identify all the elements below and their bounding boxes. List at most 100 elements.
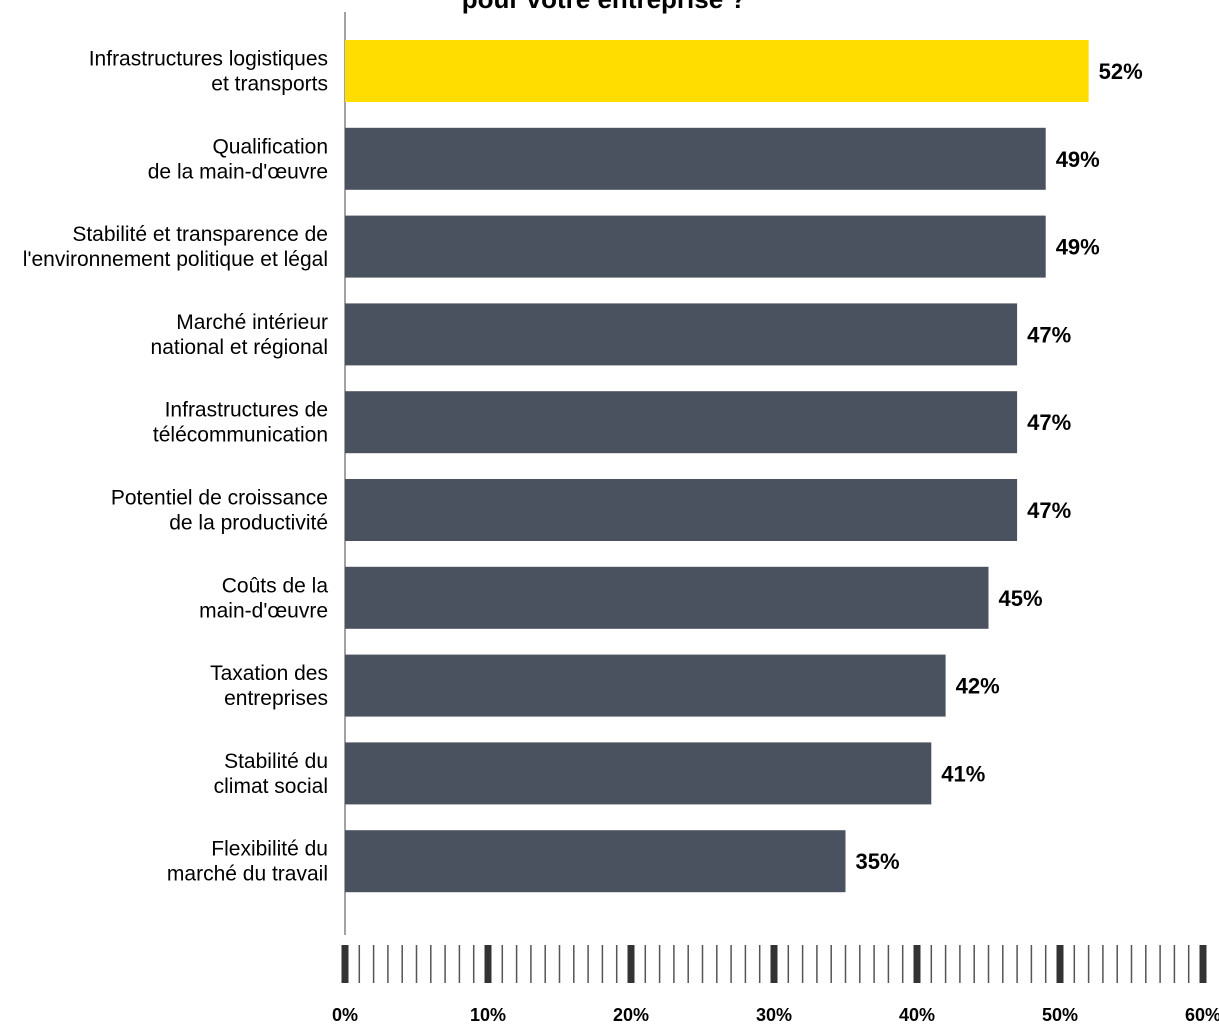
minor-tick-5 [415, 945, 418, 983]
value-label-6: 45% [999, 586, 1043, 611]
value-label-9: 35% [856, 849, 900, 874]
value-label-4: 47% [1027, 410, 1071, 435]
bar-4 [345, 391, 1018, 454]
category-label-0-line-1: et transports [211, 73, 328, 96]
major-tick-60 [1199, 945, 1207, 983]
minor-tick-26 [716, 945, 718, 983]
minor-tick-8 [458, 945, 461, 983]
major-tick-30 [770, 945, 778, 983]
minor-tick-39 [901, 945, 904, 983]
bar-2 [345, 215, 1046, 278]
category-label-6-line-1: main-d'œuvre [199, 599, 328, 622]
x-tick-label-2: 20% [613, 1005, 649, 1025]
bar-5 [345, 479, 1018, 541]
minor-tick-12 [515, 945, 518, 983]
minor-tick-19 [615, 945, 618, 983]
category-label-8-line-0: Stabilité du [224, 750, 328, 773]
value-label-7: 42% [956, 674, 1000, 699]
category-label-9-line-1: marché du travail [167, 863, 328, 886]
bar-1 [345, 127, 1046, 190]
x-tick-label-0: 0% [332, 1005, 358, 1025]
minor-tick-38 [887, 945, 890, 983]
minor-tick-58 [1173, 945, 1176, 983]
minor-tick-36 [859, 945, 861, 983]
minor-tick-2 [372, 945, 375, 983]
category-label-1-line-1: de la main-d'œuvre [148, 160, 328, 183]
category-label-5-line-1: de la productivité [169, 512, 328, 535]
minor-tick-34 [830, 945, 832, 983]
minor-tick-42 [944, 945, 947, 983]
x-tick-label-4: 40% [899, 1005, 935, 1025]
minor-tick-43 [959, 945, 961, 983]
minor-tick-16 [573, 945, 575, 983]
minor-tick-47 [1016, 945, 1018, 983]
minor-tick-37 [873, 945, 875, 983]
minor-tick-54 [1116, 945, 1118, 983]
category-label-9-line-0: Flexibilité du [211, 838, 328, 861]
minor-tick-9 [472, 945, 475, 983]
bars-group [345, 40, 1089, 893]
major-tick-20 [627, 945, 635, 983]
value-label-0: 52% [1099, 59, 1143, 84]
minor-tick-41 [930, 945, 933, 983]
minor-tick-48 [1030, 945, 1033, 983]
minor-tick-18 [601, 945, 604, 983]
minor-tick-53 [1102, 945, 1104, 983]
minor-tick-15 [558, 945, 561, 983]
minor-tick-51 [1073, 945, 1076, 983]
minor-tick-13 [530, 945, 532, 983]
value-label-1: 49% [1056, 147, 1100, 172]
bar-3 [345, 303, 1018, 366]
category-label-8-line-1: climat social [214, 775, 328, 798]
bar-8 [345, 742, 932, 805]
major-tick-50 [1056, 945, 1064, 983]
category-label-1-line-0: Qualification [212, 135, 328, 158]
minor-tick-55 [1130, 945, 1133, 983]
major-tick-10 [484, 945, 492, 983]
chart-title: pour votre entreprise ? [462, 0, 747, 14]
minor-tick-23 [673, 945, 675, 983]
minor-tick-46 [1002, 945, 1004, 983]
minor-tick-7 [444, 945, 446, 983]
category-label-4-line-0: Infrastructures de [165, 399, 328, 422]
category-label-2-line-1: l'environnement politique et légal [23, 248, 328, 271]
category-label-6-line-0: Coûts de la [222, 574, 329, 597]
minor-tick-33 [816, 945, 818, 983]
category-label-3-line-0: Marché intérieur [176, 311, 328, 334]
value-label-2: 49% [1056, 235, 1100, 260]
minor-tick-11 [501, 945, 504, 983]
minor-tick-52 [1087, 945, 1090, 983]
minor-tick-25 [701, 945, 704, 983]
minor-tick-31 [787, 945, 790, 983]
minor-tick-1 [358, 945, 361, 983]
x-tick-label-3: 30% [756, 1005, 792, 1025]
minor-tick-21 [644, 945, 647, 983]
minor-tick-17 [587, 945, 589, 983]
x-tick-label-1: 10% [470, 1005, 506, 1025]
major-tick-0 [341, 945, 349, 983]
category-label-7-line-0: Taxation des [210, 662, 328, 685]
bar-6 [345, 566, 989, 629]
category-label-0-line-0: Infrastructures logistiques [89, 48, 328, 71]
category-label-2-line-0: Stabilité et transparence de [72, 223, 328, 246]
bar-7 [345, 654, 946, 717]
category-label-4-line-1: télécommunication [153, 424, 328, 447]
minor-tick-27 [730, 945, 732, 983]
category-label-5-line-0: Potentiel de croissance [111, 487, 328, 510]
minor-tick-3 [387, 945, 389, 983]
minor-tick-24 [687, 945, 689, 983]
value-label-3: 47% [1027, 322, 1071, 347]
x-tick-label-6: 60% [1185, 1005, 1219, 1025]
minor-tick-32 [801, 945, 804, 983]
minor-tick-6 [430, 945, 432, 983]
minor-tick-14 [544, 945, 546, 983]
minor-tick-22 [658, 945, 661, 983]
minor-tick-4 [401, 945, 403, 983]
minor-tick-29 [758, 945, 761, 983]
x-tick-labels-group: 0% 10% 20% 30% 40% 50% 60% [332, 1005, 1219, 1025]
x-tick-label-5: 50% [1042, 1005, 1078, 1025]
minor-tick-28 [744, 945, 747, 983]
minor-tick-45 [987, 945, 990, 983]
